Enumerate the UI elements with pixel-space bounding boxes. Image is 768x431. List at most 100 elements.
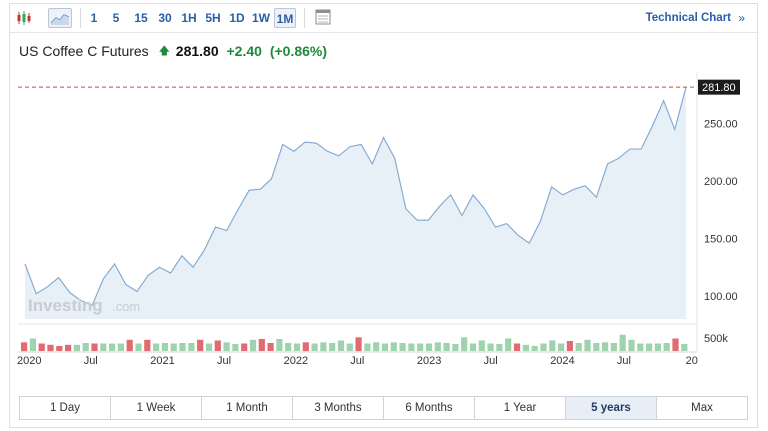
last-price-label: 281.80: [702, 82, 736, 94]
y-tick-label: 200.00: [704, 176, 738, 188]
volume-bar: [188, 343, 195, 351]
x-tick-label: 20: [686, 355, 698, 367]
interval-5[interactable]: 5: [112, 11, 120, 25]
volume-bar: [73, 344, 80, 352]
volume-bar: [417, 343, 424, 351]
range-5-years[interactable]: 5 years: [566, 397, 657, 419]
volume-bar: [109, 343, 116, 351]
price-chart[interactable]: 100.00 150.00 200.00 250.00 281.80 2020 Jul 2…: [10, 64, 757, 394]
volume-bar: [161, 343, 168, 351]
volume-bar: [654, 343, 661, 351]
volume-bar: [575, 343, 582, 351]
volume-bar: [646, 343, 653, 351]
volume-bar: [637, 343, 644, 351]
volume-bar: [337, 340, 345, 351]
volume-bar: [549, 340, 556, 351]
range-max[interactable]: Max: [691, 402, 713, 414]
volume-bar: [628, 339, 635, 352]
toolbar-separator: [80, 8, 81, 28]
x-tick-label: 2021: [150, 355, 174, 367]
watermark-brand: Investing: [28, 296, 103, 315]
volume-axis-label: 500k: [704, 333, 728, 345]
interval-15[interactable]: 15: [134, 11, 148, 25]
volume-bar: [232, 344, 239, 351]
instrument-header: US Coffee C Futures 🡅 281.80 +2.40 (+0.8…: [19, 40, 327, 60]
x-tick-label: 2023: [417, 355, 441, 367]
double-chevron-right-icon[interactable]: »: [738, 11, 745, 25]
last-price-tag: 281.80: [698, 79, 740, 95]
volume-bar: [425, 343, 433, 351]
interval-1w[interactable]: 1W: [252, 11, 270, 25]
range-1-year[interactable]: 1 Year: [475, 397, 566, 419]
range-6-months[interactable]: 6 Months: [384, 397, 475, 419]
volume-bar: [496, 344, 503, 351]
range-1-month[interactable]: 1 Month: [202, 397, 293, 419]
up-arrow-icon: 🡅: [158, 45, 170, 58]
volume-bar: [602, 342, 609, 352]
volume-bar: [443, 343, 450, 351]
volume-bar: [373, 342, 380, 352]
volume-bar: [91, 343, 98, 351]
volume-bar: [461, 337, 468, 352]
volume-bar: [329, 343, 336, 351]
volume-bar: [65, 344, 72, 352]
volume-bar: [663, 343, 670, 351]
volume-bar: [21, 342, 28, 352]
interval-1m[interactable]: 1M: [274, 8, 296, 28]
technical-chart-link[interactable]: Technical Chart: [645, 12, 731, 24]
price-line: [24, 87, 687, 306]
chart-widget: 1 5 15 30 1H 5H 1D 1W 1M Technical Chart…: [9, 3, 758, 428]
volume-bar: [469, 343, 477, 351]
volume-bar: [434, 342, 441, 352]
x-tick-label: Jul: [350, 355, 364, 367]
interval-1[interactable]: 1: [90, 11, 98, 25]
volume-bar: [258, 339, 265, 351]
volume-bar: [153, 343, 160, 351]
volume-bar: [355, 337, 362, 352]
volume-bar: [197, 339, 204, 352]
volume-bar: [390, 342, 397, 352]
volume-bar: [249, 339, 257, 352]
range-1-day[interactable]: 1 Day: [20, 397, 111, 419]
volume-bar: [82, 343, 89, 351]
chart-toolbar: 1 5 15 30 1H 5H 1D 1W 1M Technical Chart…: [10, 4, 757, 33]
volume-bar: [126, 339, 133, 352]
volume-bar: [293, 343, 301, 351]
interval-5h[interactable]: 5H: [205, 11, 221, 25]
volume-bar: [223, 342, 230, 352]
volume-bar: [505, 338, 512, 351]
volume-bar: [285, 343, 292, 351]
volume-bar: [214, 340, 221, 351]
volume-bar: [558, 343, 565, 351]
interval-1h[interactable]: 1H: [181, 11, 197, 25]
volume-bar: [267, 343, 274, 351]
volume-bar: [29, 338, 36, 351]
volume-bar: [47, 344, 54, 352]
volume-bar: [584, 339, 591, 352]
instrument-change-pct: (+0.86%): [269, 43, 328, 60]
volume-bar: [487, 343, 494, 351]
volume-bar: [522, 344, 529, 352]
range-selector: 1 Day 1 Week 1 Month 3 Months 6 Months 1…: [19, 396, 748, 420]
volume-bar: [241, 343, 248, 351]
candlestick-icon[interactable]: [16, 8, 32, 28]
volume-bar: [513, 343, 521, 351]
volume-bar: [205, 343, 213, 351]
price-area-fill: [25, 87, 686, 319]
range-1-week[interactable]: 1 Week: [111, 397, 202, 419]
volume-bar: [531, 346, 538, 351]
x-tick-label: Jul: [84, 355, 98, 367]
volume-bar: [540, 343, 547, 351]
calendar-icon[interactable]: [313, 8, 333, 28]
interval-30[interactable]: 30: [158, 11, 172, 25]
x-tick-label: 2022: [284, 355, 308, 367]
volume-bar: [144, 339, 151, 352]
volume-bar: [135, 343, 142, 351]
x-tick-label: Jul: [484, 355, 498, 367]
area-chart-icon[interactable]: [48, 8, 72, 28]
x-tick-label: 2020: [17, 355, 41, 367]
interval-1d[interactable]: 1D: [229, 11, 245, 25]
range-3-months[interactable]: 3 Months: [293, 397, 384, 419]
y-tick-label: 150.00: [704, 234, 738, 246]
volume-bar: [478, 340, 485, 351]
